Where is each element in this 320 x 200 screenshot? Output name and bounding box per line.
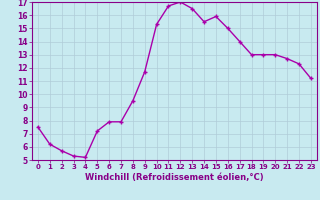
- X-axis label: Windchill (Refroidissement éolien,°C): Windchill (Refroidissement éolien,°C): [85, 173, 264, 182]
